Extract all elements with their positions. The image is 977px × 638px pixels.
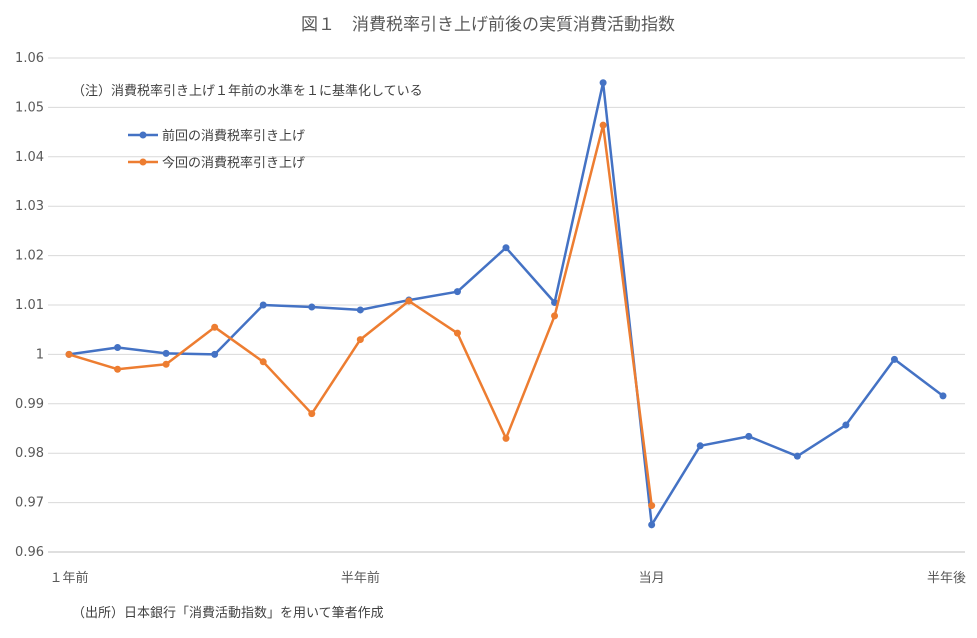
data-point	[211, 350, 219, 358]
data-point	[162, 360, 170, 368]
legend-marker	[139, 158, 147, 166]
data-point	[551, 312, 559, 320]
chart-source: （出所）日本銀行「消費活動指数」を用いて筆者作成	[72, 606, 384, 621]
data-point	[308, 303, 316, 311]
x-category-label: 半年前	[341, 570, 380, 586]
y-axis-tick-labels: 0.96 0.97 0.98 0.99 1 1.01 1.02 1.03 1.04 1.05 1.0…	[15, 51, 44, 560]
series-line	[68, 123, 653, 506]
y-tick-label: 0.98	[15, 446, 44, 461]
data-point	[211, 323, 219, 331]
data-point	[65, 350, 73, 358]
y-tick-label: 1.03	[15, 199, 44, 214]
series-1	[65, 79, 947, 529]
chart-title: 図１ 消費税率引き上げ前後の実質消費活動指数	[301, 15, 675, 35]
chart-note: （注）消費税率引き上げ１年前の水準を１に基準化している	[72, 83, 423, 99]
y-tick-label: 1.05	[15, 100, 44, 115]
y-tick-label: 0.97	[15, 496, 44, 511]
data-point	[502, 434, 510, 442]
x-axis-category-labels: １年前 半年前 当月 半年後	[49, 570, 966, 586]
series-2	[65, 121, 656, 510]
y-tick-label: 0.99	[15, 397, 44, 412]
data-point	[259, 301, 267, 309]
data-point	[696, 442, 704, 450]
series-layer	[65, 79, 947, 529]
data-point	[453, 288, 461, 296]
legend-marker	[139, 131, 147, 139]
x-category-label: 半年後	[927, 571, 966, 586]
data-point	[114, 343, 122, 351]
data-point	[259, 358, 267, 366]
y-tick-label: 0.96	[15, 545, 44, 560]
data-point	[356, 336, 364, 344]
y-tick-label: 1.02	[15, 249, 44, 264]
x-category-label: １年前	[49, 570, 88, 586]
legend-label: 今回の消費税率引き上げ	[162, 155, 305, 171]
series-line	[68, 81, 944, 527]
data-point	[114, 365, 122, 373]
data-point	[648, 521, 656, 529]
x-category-label: 当月	[639, 571, 665, 586]
data-point	[356, 306, 364, 314]
data-point	[890, 355, 898, 363]
data-point	[599, 79, 607, 87]
data-point	[405, 297, 413, 305]
grid-lines	[48, 57, 965, 553]
data-point	[453, 329, 461, 337]
data-point	[648, 502, 656, 510]
y-tick-label: 1.06	[15, 51, 44, 66]
data-point	[502, 244, 510, 252]
y-tick-label: 1	[36, 347, 44, 362]
y-tick-label: 1.01	[15, 298, 44, 313]
data-point	[939, 392, 947, 400]
data-point	[793, 452, 801, 460]
data-point	[599, 121, 607, 129]
data-point	[745, 432, 753, 440]
y-tick-label: 1.04	[15, 150, 44, 165]
data-point	[842, 421, 850, 429]
legend-label: 前回の消費税率引き上げ	[162, 128, 305, 144]
data-point	[308, 410, 316, 418]
data-point	[162, 349, 170, 357]
